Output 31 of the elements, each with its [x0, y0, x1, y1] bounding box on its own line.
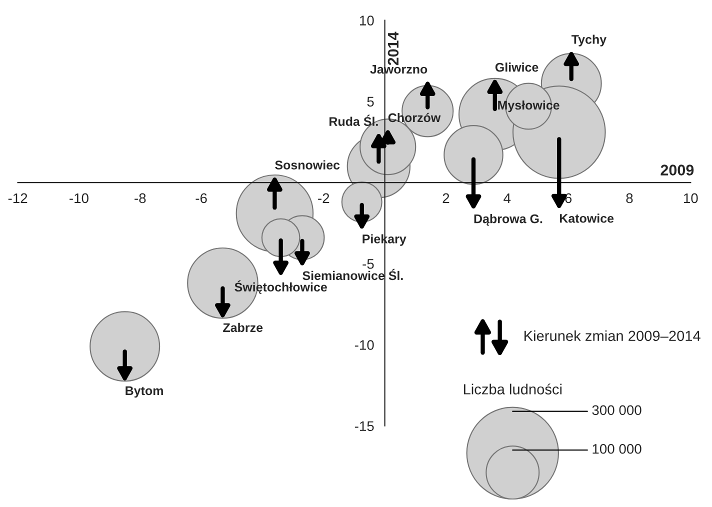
y-tick-label: -15	[354, 421, 374, 432]
annotation: Dąbrowa G.	[474, 214, 542, 226]
annotation: Gliwice	[495, 62, 538, 72]
y-tick-label: -5	[362, 259, 374, 269]
legend-label: 100 000	[592, 444, 642, 454]
y-tick-label: 10	[360, 16, 374, 26]
annotation: Katowice	[560, 214, 614, 223]
x-tick-label: 10	[684, 193, 698, 204]
annotation: Sosnowiec	[275, 160, 340, 170]
x-tick-label: -12	[8, 193, 28, 203]
x-tick-label: 8	[626, 193, 633, 204]
x-tick-label: -10	[70, 193, 88, 204]
x-axis-title: 2009	[660, 164, 694, 176]
y-axis-title: 2014	[388, 32, 399, 66]
annotation: Kierunek zmian 2009–2014	[524, 330, 700, 342]
x-tick-label: 4	[504, 193, 511, 203]
annotation: Mysłowice	[498, 100, 560, 112]
legend-title: Liczba ludności	[464, 384, 562, 394]
annotation: Siemianowice Śl.	[302, 268, 403, 280]
x-tick-label: 2	[442, 193, 450, 203]
x-tick-label: -2	[318, 193, 330, 203]
x-tick-label: -6	[196, 193, 207, 204]
annotation: Ruda Śl.	[330, 114, 378, 126]
annotation: Chorzów	[388, 112, 441, 122]
annotation: Zabrze	[223, 322, 263, 332]
annotation: Tychy	[572, 34, 606, 46]
y-tick-label: 5	[367, 96, 374, 107]
legend-label: 300 000	[592, 405, 642, 416]
annotation: Bytom	[126, 386, 163, 398]
y-tick-label: -10	[354, 340, 374, 350]
x-tick-label: -8	[134, 193, 146, 204]
